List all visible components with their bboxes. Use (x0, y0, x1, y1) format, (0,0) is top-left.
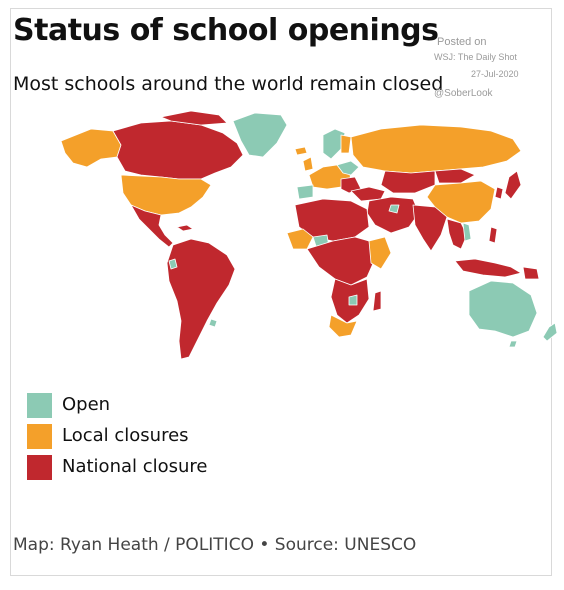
region-caribbean (176, 224, 194, 232)
legend-swatch-local (27, 424, 52, 449)
region-vietnam (462, 222, 472, 242)
region-indonesia (454, 258, 522, 278)
watermark-publication: WSJ: The Daily Shot (434, 52, 517, 62)
region-korea (494, 186, 504, 200)
region-australia (468, 280, 538, 338)
region-greenland (232, 112, 288, 158)
region-philippines (488, 226, 498, 244)
region-gulf (388, 204, 400, 214)
region-russia (350, 124, 522, 174)
region-japan (504, 170, 522, 200)
region-madagascar (372, 290, 382, 312)
legend-swatch-open (27, 393, 52, 418)
region-india (412, 204, 448, 252)
region-papua (522, 266, 540, 280)
region-central-africa (306, 236, 376, 286)
watermark-handle: @SoberLook (434, 88, 493, 99)
region-zambia-open (348, 294, 358, 306)
legend-label-local: Local closures (62, 425, 189, 446)
region-ecuador (168, 258, 178, 270)
region-mongolia (434, 168, 476, 184)
region-finland (340, 134, 352, 154)
region-south-africa (328, 314, 358, 338)
region-turkey (350, 186, 386, 202)
region-china (426, 180, 496, 224)
region-middle-east (366, 196, 420, 234)
region-uruguay (208, 318, 218, 328)
legend-label-open: Open (62, 394, 111, 415)
region-mexico (130, 204, 174, 248)
region-canada (112, 120, 244, 180)
region-new-zealand (542, 322, 558, 342)
region-east-africa (368, 236, 392, 270)
source-credit: Map: Ryan Heath / POLITICO • Source: UNE… (13, 535, 417, 555)
region-alaska (60, 128, 122, 168)
region-south-america (166, 238, 236, 360)
region-iceland (294, 146, 308, 156)
world-map (60, 110, 558, 360)
region-iberia (296, 184, 314, 200)
region-se-asia (446, 218, 468, 250)
watermark-posted-on: Posted on (437, 36, 487, 48)
region-tasmania (508, 340, 518, 348)
watermark-date: 27-Jul-2020 (471, 69, 519, 79)
region-uk (302, 156, 314, 172)
chart-subtitle: Most schools around the world remain clo… (13, 73, 444, 95)
chart-title: Status of school openings (13, 13, 439, 48)
region-arctic-islands (160, 110, 228, 126)
region-west-africa (286, 228, 314, 250)
chart-card: Status of school openings Most schools a… (10, 8, 558, 576)
legend-label-national: National closure (62, 456, 208, 477)
region-eastern-europe (336, 160, 360, 176)
region-central-asia (380, 170, 436, 194)
legend-swatch-national (27, 455, 52, 480)
